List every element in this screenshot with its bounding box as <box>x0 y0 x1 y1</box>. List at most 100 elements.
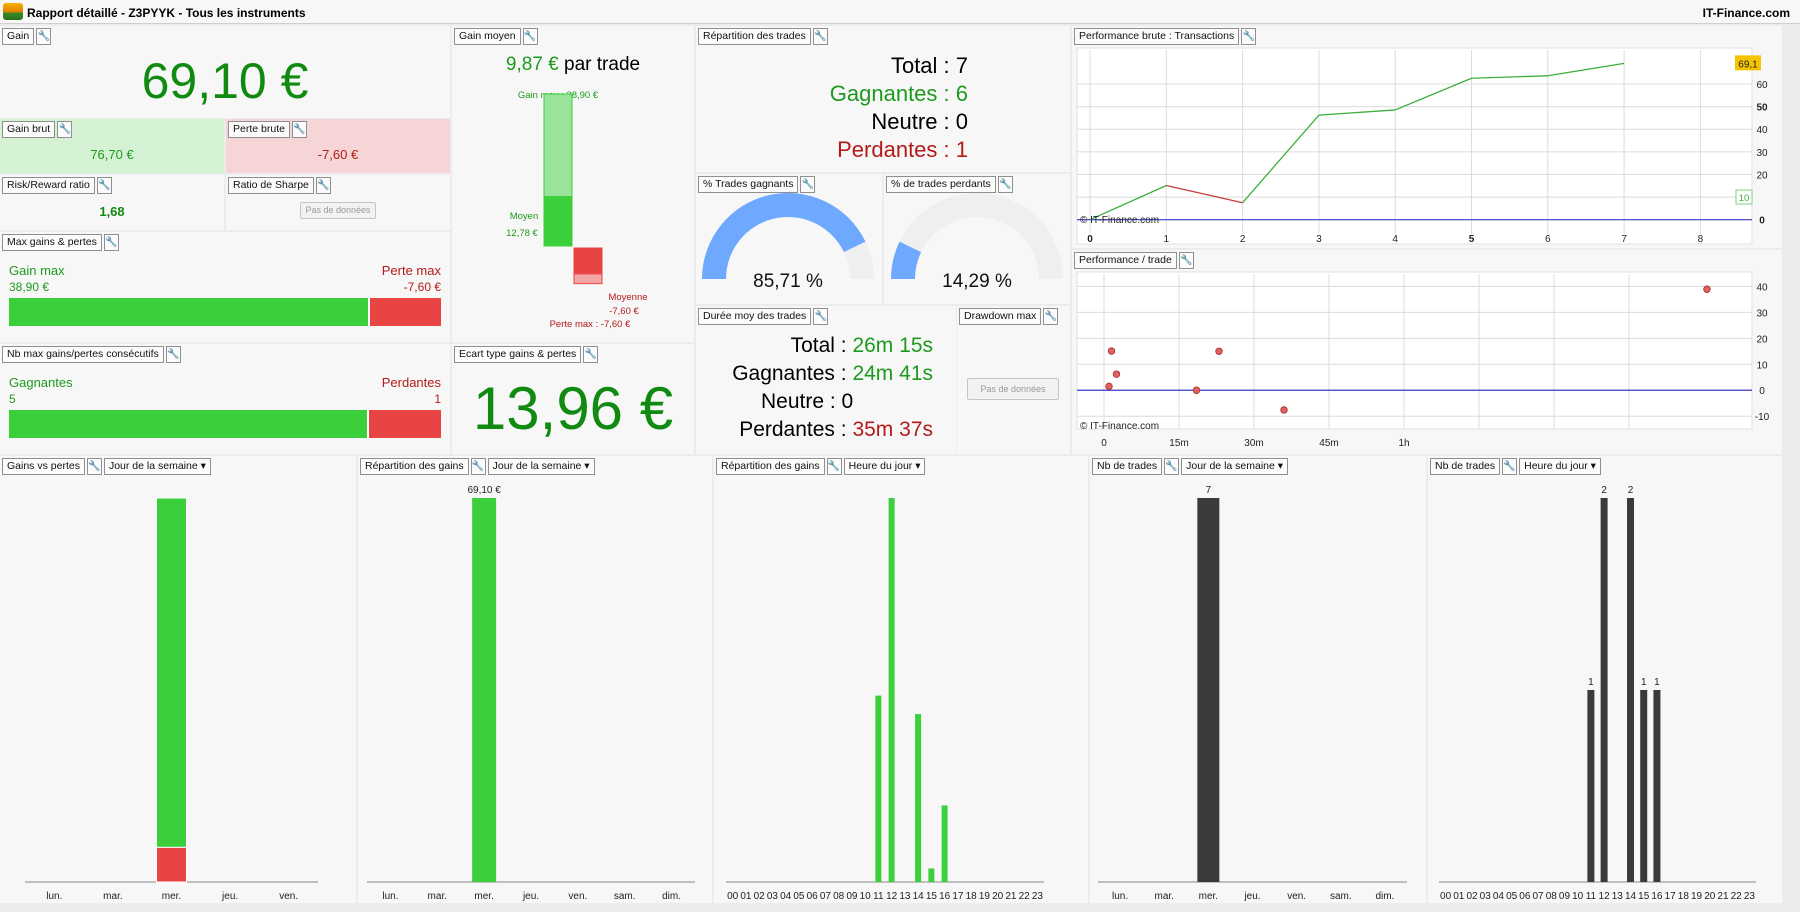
panel-title: Répartition des gains <box>360 458 469 475</box>
dropdown-value: Jour de la semaine <box>492 460 582 472</box>
settings-wrench-icon[interactable]: 🔧 <box>36 28 52 45</box>
settings-wrench-icon[interactable]: 🔧 <box>813 308 829 325</box>
line-segment <box>1318 109 1396 116</box>
bar-value-label: 2 <box>1601 485 1607 496</box>
duree-perdantes-label: Perdantes : <box>739 418 847 441</box>
x-tick-label: mer. <box>474 891 493 902</box>
line-segment <box>1471 75 1548 79</box>
data-point <box>1215 347 1223 355</box>
y-tick-label: 10 <box>1756 360 1768 371</box>
settings-wrench-icon[interactable]: 🔧 <box>826 458 842 475</box>
settings-wrench-icon[interactable]: 🔧 <box>470 458 486 475</box>
repartition-neutre: Neutre : 0 <box>871 109 968 134</box>
panel-drawdown-max: Drawdown max 🔧 Pas de données <box>957 306 1070 454</box>
panel-gains-vs-pertes: Gains vs pertes 🔧 Jour de la semaine ▾ lun… <box>0 456 356 903</box>
settings-wrench-icon[interactable]: 🔧 <box>1043 308 1059 325</box>
settings-wrench-icon[interactable]: 🔧 <box>103 234 119 251</box>
moyen-value: 12,78 € <box>506 228 538 239</box>
bar <box>1197 498 1220 882</box>
x-tick-label: 05 <box>1506 891 1518 902</box>
panel-title: Max gains & pertes <box>2 234 102 251</box>
x-tick-label: 13 <box>899 891 911 902</box>
perte-max-value: -7,60 € <box>403 280 441 294</box>
x-tick-label: 06 <box>807 891 819 902</box>
gain-bar-fill <box>9 298 371 326</box>
x-tick-label: 2 <box>1240 234 1246 245</box>
panel-title: Risk/Reward ratio <box>2 177 95 194</box>
dropdown-value: Heure du jour <box>848 460 913 472</box>
panel-title: Répartition des gains <box>716 458 825 475</box>
watermark: © IT-Finance.com <box>1080 215 1159 226</box>
settings-wrench-icon[interactable]: 🔧 <box>1178 252 1194 269</box>
x-tick-label: mer. <box>162 891 181 902</box>
app-logo-icon <box>3 3 23 20</box>
group-by-dropdown[interactable]: Heure du jour ▾ <box>1519 458 1601 475</box>
settings-wrench-icon[interactable]: 🔧 <box>57 121 73 138</box>
settings-wrench-icon[interactable]: 🔧 <box>315 177 331 194</box>
x-tick-label: 03 <box>1480 891 1492 902</box>
panel-ecart-type: Ecart type gains & pertes 🔧 13,96 € <box>452 344 694 454</box>
repartition-gains-jour-chart: lun. mar. mer. jeu. ven. sam. dim. 69,10 € <box>367 485 695 902</box>
x-tick-label: 14 <box>1625 891 1637 902</box>
gauge-gagnants: 85,71 % <box>702 192 874 292</box>
group-by-dropdown[interactable]: Heure du jour ▾ <box>843 458 926 475</box>
watermark: © IT-Finance.com <box>1080 421 1159 432</box>
gauge-value: 14,29 % <box>942 271 1012 292</box>
x-tick-label: 7 <box>1621 234 1627 245</box>
panel-title: Gain brut <box>2 121 56 138</box>
perte-brute-value: -7,60 € <box>317 147 359 162</box>
group-by-dropdown[interactable]: Jour de la semaine ▾ <box>1181 458 1289 475</box>
settings-wrench-icon[interactable]: 🔧 <box>1241 28 1257 45</box>
settings-wrench-icon[interactable]: 🔧 <box>1164 458 1180 475</box>
x-tick-label: 17 <box>1665 891 1677 902</box>
x-tick-label: mar. <box>1154 891 1173 902</box>
x-tick-label: 07 <box>1533 891 1545 902</box>
no-data-button[interactable]: Pas de données <box>300 202 376 219</box>
panel-performance-trade: Performance / trade 🔧 0 15m 30m 45m 1h -10 0 10… <box>1072 250 1782 454</box>
bar-value-label: 1 <box>1654 677 1660 688</box>
y-tick-label: 0 <box>1759 216 1765 227</box>
moyenne-caption: Moyenne <box>608 292 647 303</box>
x-tick-label: lun. <box>382 891 398 902</box>
group-by-dropdown[interactable]: Jour de la semaine ▾ <box>487 458 595 475</box>
x-tick-label: sam. <box>614 891 636 902</box>
settings-wrench-icon[interactable]: 🔧 <box>800 176 816 193</box>
settings-wrench-icon[interactable]: 🔧 <box>583 346 599 363</box>
panel-title: Gain <box>2 28 35 45</box>
settings-wrench-icon[interactable]: 🔧 <box>812 28 828 45</box>
settings-wrench-icon[interactable]: 🔧 <box>96 177 112 194</box>
group-by-dropdown[interactable]: Jour de la semaine ▾ <box>103 458 211 475</box>
settings-wrench-icon[interactable]: 🔧 <box>86 458 102 475</box>
duree-gagnantes-row: Gagnantes : 24m 41s <box>696 362 933 386</box>
gauge-fill <box>702 192 866 279</box>
x-tick-label: 23 <box>1744 891 1756 902</box>
x-tick-label: 04 <box>780 891 792 902</box>
y-tick-label: 40 <box>1756 125 1768 136</box>
window-title: Rapport détaillé - Z3PYYK - Tous les ins… <box>27 6 306 20</box>
no-data-button[interactable]: Pas de données <box>967 378 1059 400</box>
data-point <box>1703 285 1711 293</box>
x-tick-label: mer. <box>1199 891 1218 902</box>
panel-title: Performance brute : Transactions <box>1074 28 1240 45</box>
perte-max-caption: Perte max : -7,60 € <box>550 319 632 330</box>
bar-value-label: 1 <box>1588 677 1594 688</box>
x-tick-label: lun. <box>1112 891 1128 902</box>
panel-title: Nb de trades <box>1430 458 1501 475</box>
settings-wrench-icon[interactable]: 🔧 <box>291 121 307 138</box>
ecart-type-value: 13,96 € <box>472 375 674 442</box>
x-tick-label: 16 <box>1651 891 1663 902</box>
settings-wrench-icon[interactable]: 🔧 <box>997 176 1013 193</box>
panel-repartition-gains-heure: Répartition des gains 🔧 Heure du jour ▾ 00… <box>714 456 1088 903</box>
x-tick-label: 21 <box>1005 891 1017 902</box>
settings-wrench-icon[interactable]: 🔧 <box>1502 458 1518 475</box>
last-value-label: 69,1 <box>1738 59 1758 70</box>
x-tick-label: 01 <box>1453 891 1465 902</box>
bar <box>888 498 895 882</box>
x-tick-label: 12 <box>1599 891 1611 902</box>
x-tick-label: 20 <box>992 891 1004 902</box>
x-tick-label: 18 <box>966 891 978 902</box>
settings-wrench-icon[interactable]: 🔧 <box>165 346 181 363</box>
x-tick-label: 07 <box>820 891 832 902</box>
settings-wrench-icon[interactable]: 🔧 <box>522 28 538 45</box>
line-segment <box>1166 184 1243 204</box>
